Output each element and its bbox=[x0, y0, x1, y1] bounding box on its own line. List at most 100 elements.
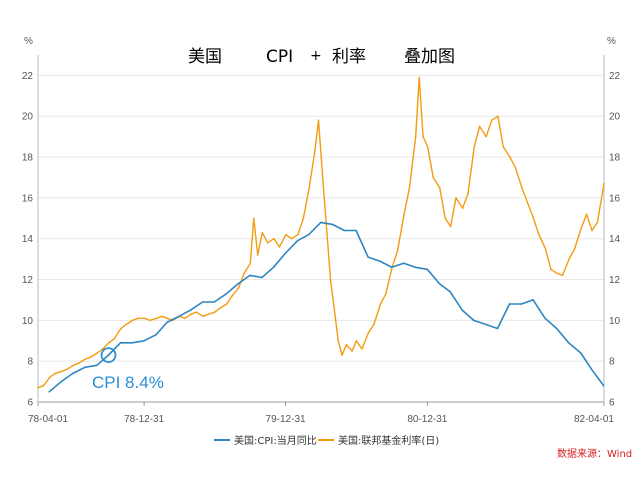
cpi-point bbox=[461, 309, 464, 311]
fed-funds-point bbox=[444, 217, 447, 220]
cpi-point bbox=[520, 303, 523, 305]
fed-funds-point bbox=[396, 250, 399, 252]
fed-funds-point bbox=[514, 166, 517, 169]
fed-funds-point bbox=[321, 176, 324, 179]
fed-funds-point bbox=[337, 340, 340, 342]
cpi-point bbox=[379, 260, 381, 263]
fed-funds-point bbox=[414, 135, 417, 138]
y-unit-right: % bbox=[607, 36, 616, 47]
fed-funds-point bbox=[249, 262, 252, 265]
x-tick-label: 78-12-31 bbox=[124, 414, 164, 425]
data-source: 数据来源：Wind bbox=[557, 447, 632, 460]
fed-funds-point bbox=[190, 313, 192, 316]
fed-funds-point bbox=[373, 323, 375, 326]
fed-funds-point bbox=[77, 362, 80, 365]
series-fed-funds bbox=[37, 76, 605, 389]
y-ticks-left: 6 8 10 12 14 16 18 20 22 bbox=[22, 71, 34, 409]
y-tick-label-left: 12 bbox=[22, 275, 34, 286]
cpi-line bbox=[48, 221, 605, 393]
fed-funds-point bbox=[137, 317, 139, 320]
fed-funds-point bbox=[573, 248, 576, 250]
fed-funds-point bbox=[225, 303, 228, 305]
fed-funds-point bbox=[84, 358, 87, 360]
cpi-point bbox=[178, 315, 180, 318]
cpi-point bbox=[367, 256, 369, 258]
x-tick-label: 79-12-31 bbox=[266, 414, 306, 425]
fed-funds-point bbox=[60, 370, 63, 373]
y-tick-label-right: 20 bbox=[609, 112, 621, 123]
cpi-point bbox=[189, 309, 192, 311]
fed-funds-point bbox=[418, 76, 421, 79]
cpi-point bbox=[72, 372, 74, 375]
fed-funds-point bbox=[207, 313, 210, 316]
cpi-point bbox=[60, 380, 62, 383]
x-ticks: 78-04-01 78-12-31 79-12-31 80-12-31 82-04-01 bbox=[28, 402, 614, 425]
fed-funds-point bbox=[125, 323, 128, 326]
annotation-circle bbox=[100, 347, 117, 364]
legend: 美国:CPI:当月同比 美国:联邦基金利率(日) bbox=[214, 434, 439, 447]
fed-funds-point bbox=[37, 386, 39, 389]
annotation-label: CPI 8.4% bbox=[92, 373, 164, 392]
fed-funds-point bbox=[341, 354, 343, 356]
fed-funds-point bbox=[101, 348, 104, 350]
fed-funds-point bbox=[485, 135, 488, 138]
cpi-point bbox=[485, 323, 487, 326]
title-part-us: 美国 bbox=[188, 47, 222, 67]
fed-funds-point bbox=[161, 315, 163, 318]
fed-funds-point bbox=[385, 293, 387, 295]
y-tick-label-left: 18 bbox=[22, 153, 34, 164]
cpi-point bbox=[119, 342, 122, 344]
cpi-point bbox=[438, 282, 441, 285]
cpi-point bbox=[296, 239, 299, 242]
fed-funds-point bbox=[367, 331, 370, 334]
series-layer bbox=[37, 76, 605, 393]
y-tick-label-left: 14 bbox=[22, 234, 34, 245]
cpi-point bbox=[155, 333, 157, 336]
cpi-point bbox=[261, 276, 263, 279]
fed-funds-point bbox=[48, 376, 51, 379]
y-tick-label-right: 12 bbox=[609, 275, 621, 286]
fed-funds-point bbox=[361, 348, 363, 350]
fed-funds-point bbox=[195, 311, 198, 314]
fed-funds-point bbox=[538, 233, 540, 236]
fed-funds-point bbox=[351, 350, 354, 352]
fed-funds-point bbox=[408, 186, 411, 189]
fed-funds-line bbox=[37, 76, 605, 389]
fed-funds-point bbox=[521, 186, 523, 189]
fed-funds-point bbox=[231, 295, 233, 297]
fed-funds-point bbox=[526, 201, 529, 203]
title-part-rate: 利率 bbox=[332, 47, 366, 67]
y-tick-label-left: 10 bbox=[22, 316, 34, 327]
cpi-point bbox=[343, 229, 346, 232]
y-tick-label-right: 8 bbox=[609, 357, 615, 368]
fed-funds-point bbox=[297, 233, 299, 236]
fed-funds-point bbox=[278, 246, 281, 248]
fed-funds-point bbox=[509, 156, 511, 158]
y-tick-label-right: 18 bbox=[609, 153, 621, 164]
y-tick-label-right: 10 bbox=[609, 316, 621, 327]
fed-funds-point bbox=[155, 317, 158, 320]
cpi-point bbox=[308, 233, 310, 236]
fed-funds-point bbox=[72, 364, 75, 367]
fed-funds-point bbox=[432, 176, 435, 179]
cpi-point bbox=[449, 291, 452, 293]
fed-funds-point bbox=[131, 319, 134, 322]
fed-funds-point bbox=[329, 278, 332, 281]
cpi-point bbox=[201, 301, 204, 303]
y-tick-label-left: 20 bbox=[22, 112, 34, 123]
fed-funds-point bbox=[237, 286, 240, 289]
y-tick-label-left: 16 bbox=[22, 193, 34, 204]
fed-funds-point bbox=[302, 217, 305, 220]
fed-funds-point bbox=[166, 317, 169, 320]
cpi-point bbox=[532, 299, 534, 301]
fed-funds-point bbox=[438, 186, 441, 189]
axes bbox=[37, 55, 605, 403]
x-tick-label: 78-04-01 bbox=[28, 414, 68, 425]
cpi-point bbox=[544, 317, 546, 320]
chart-title: 美国 CPI + 利率 叠加图 bbox=[188, 47, 455, 67]
cpi-point bbox=[390, 266, 393, 269]
fed-funds-point bbox=[403, 213, 405, 215]
fed-funds-point bbox=[143, 317, 146, 320]
fed-funds-point bbox=[603, 182, 605, 185]
fed-funds-point bbox=[556, 272, 558, 275]
